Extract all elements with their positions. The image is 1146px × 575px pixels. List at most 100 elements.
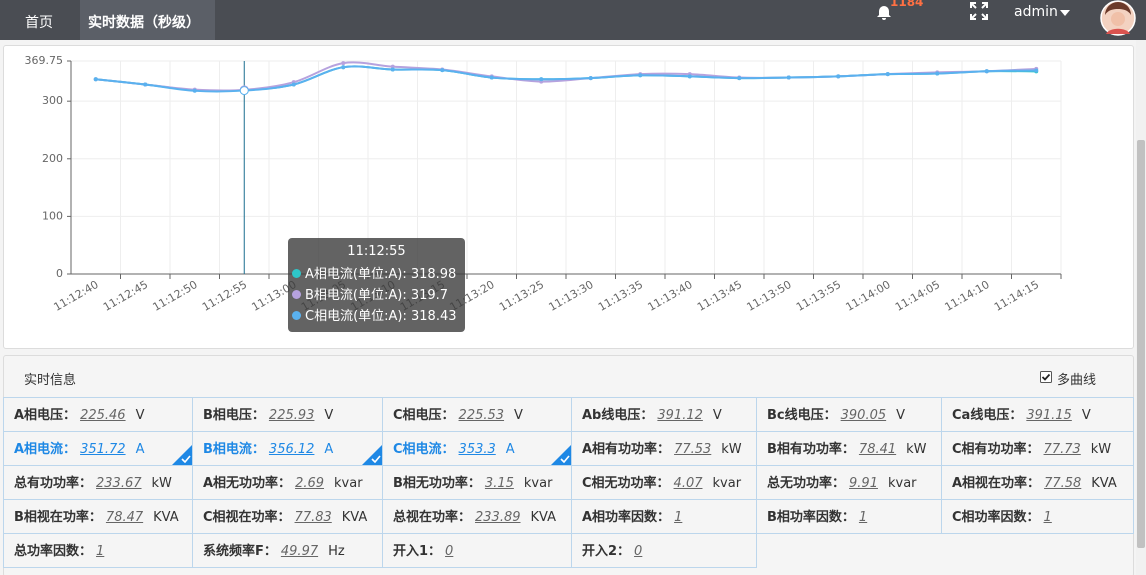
point — [192, 88, 197, 93]
info-cell[interactable]: B相电流： 356.12 A — [192, 431, 383, 466]
cell-value: 233.67 — [96, 476, 142, 491]
tooltip-value: 319.7 — [410, 288, 449, 303]
cell-unit: kvar — [712, 476, 742, 491]
info-cell[interactable]: A相电压： 225.46 V — [3, 397, 193, 432]
corner-check — [560, 455, 570, 463]
tooltip-row: A相电流(单位:A)318.98 — [292, 264, 461, 285]
point — [836, 74, 841, 79]
y-tick-label: 369.75 — [25, 54, 64, 67]
info-cell[interactable]: B相功率因数： 1 — [756, 499, 942, 534]
info-cell[interactable]: 总视在功率： 233.89 KVA — [382, 499, 572, 534]
point — [638, 73, 643, 78]
x-tick-label: 11:13:50 — [744, 278, 793, 314]
cell-value: 356.12 — [268, 442, 315, 457]
cell-value: 4.07 — [673, 476, 703, 491]
corner-check — [181, 455, 191, 463]
chart-panel — [3, 45, 1134, 349]
cell-value: 1 — [96, 544, 105, 559]
x-tick-label: 11:13:55 — [794, 278, 843, 314]
x-tick-label: 11:14:05 — [893, 278, 942, 314]
point — [93, 77, 98, 82]
cell-value: 225.53 — [458, 408, 505, 423]
nav-home[interactable]: 首页 — [25, 15, 53, 31]
x-tick-label: 11:14:10 — [942, 278, 991, 314]
cell-label: B相无功功率： — [393, 476, 481, 491]
cell-unit: kW — [151, 476, 172, 491]
panel-title: 实时信息 — [24, 373, 77, 388]
info-cell[interactable]: B相电压： 225.93 V — [192, 397, 383, 432]
y-tick-label: 100 — [42, 209, 63, 222]
fullscreen-icon[interactable] — [970, 2, 988, 20]
cell-value: 77.73 — [1043, 442, 1081, 457]
cell-label: B相视在功率： — [14, 510, 102, 525]
x-tick-label: 11:12:45 — [101, 278, 150, 314]
point — [588, 76, 593, 81]
y-tick-label: 200 — [42, 152, 63, 165]
cell-label: C相视在功率： — [203, 510, 291, 525]
tooltip: 11:12:55 A相电流(单位:A)318.98B相电流(单位:A)319.7… — [288, 238, 465, 332]
x-tick-label: 11:14:00 — [843, 278, 892, 314]
info-cell[interactable]: A相无功功率： 2.69 kvar — [192, 465, 383, 500]
info-cell[interactable]: 总功率因数： 1 — [3, 533, 193, 568]
info-cell[interactable]: 总无功功率： 9.91 kvar — [756, 465, 942, 500]
point — [291, 82, 296, 87]
info-cell[interactable]: A相功率因数： 1 — [571, 499, 757, 534]
cell-unit: A — [135, 442, 145, 457]
scroll-thumb[interactable] — [1137, 140, 1145, 548]
point — [687, 74, 692, 79]
scrollbar[interactable] — [1136, 40, 1146, 575]
cell-label: A相功率因数： — [582, 510, 671, 525]
check-mark — [1041, 373, 1051, 381]
info-cell[interactable]: C相视在功率： 77.83 KVA — [192, 499, 383, 534]
x-tick-label: 11:13:45 — [695, 278, 744, 314]
cell-value: 0 — [634, 544, 643, 559]
cell-value: 351.72 — [80, 442, 126, 457]
info-cell[interactable]: A相有功功率： 77.53 kW — [571, 431, 757, 466]
nav-realtime[interactable]: 实时数据（秒级） — [88, 15, 200, 31]
checkbox-label[interactable]: 多曲线 — [1057, 373, 1097, 388]
checkbox[interactable] — [1040, 371, 1052, 383]
info-cell[interactable]: 系统频率F： 49.97 Hz — [192, 533, 383, 568]
caret[interactable] — [1060, 10, 1070, 16]
info-cell[interactable]: 总有功功率： 233.67 kW — [3, 465, 193, 500]
avatar[interactable] — [1100, 0, 1136, 36]
info-cell[interactable]: B相无功功率： 3.15 kvar — [382, 465, 572, 500]
info-cell[interactable]: B相有功功率： 78.41 kW — [756, 431, 942, 466]
cell-unit: V — [1081, 408, 1091, 423]
point — [390, 67, 395, 72]
info-cell[interactable]: B相视在功率： 78.47 KVA — [3, 499, 193, 534]
info-cell[interactable]: C相电压： 225.53 V — [382, 397, 572, 432]
cell-label: B相功率因数： — [767, 510, 855, 525]
bell-icon[interactable] — [876, 5, 892, 21]
info-cell[interactable]: Bc线电压： 390.05 V — [756, 397, 942, 432]
cell-value: 1 — [1043, 510, 1052, 525]
cell-label: 开入2： — [582, 544, 631, 559]
cell-value: 49.97 — [280, 544, 319, 559]
tooltip-title: 11:12:55 — [347, 244, 406, 259]
tooltip-value: 318.98 — [410, 267, 457, 282]
point — [143, 82, 148, 87]
cell-label: C相电流： — [393, 442, 455, 457]
cell-value: 78.41 — [858, 442, 897, 457]
notification-count[interactable]: 1184 — [890, 0, 924, 9]
info-cell[interactable]: 开入1： 0 — [382, 533, 572, 568]
cell-label: C相无功功率： — [582, 476, 670, 491]
info-cell[interactable]: C相功率因数： 1 — [941, 499, 1134, 534]
info-cell[interactable]: Ab线电压： 391.12 V — [571, 397, 757, 432]
cell-unit: V — [324, 408, 334, 423]
user-name[interactable]: admin — [1014, 4, 1058, 20]
info-cell[interactable]: Ca线电压： 391.15 V — [941, 397, 1134, 432]
info-cell[interactable]: C相无功功率： 4.07 kvar — [571, 465, 757, 500]
cell-unit: kvar — [523, 476, 553, 491]
info-cell[interactable]: C相有功功率： 77.73 kW — [941, 431, 1134, 466]
info-cell[interactable]: A相视在功率： 77.58 KVA — [941, 465, 1134, 500]
cell-unit: V — [135, 408, 145, 423]
info-cell[interactable]: A相电流： 351.72 A — [3, 431, 193, 466]
cell-label: 总有功功率： — [14, 476, 93, 491]
tooltip-dot — [292, 290, 301, 299]
info-table: A相电压： 225.46 V B相电压： 225.93 V C相电压： 225.53 V Ab线电… — [3, 397, 1134, 568]
cell-label: 总功率因数： — [14, 544, 93, 559]
info-cell[interactable]: 开入2： 0 — [571, 533, 757, 568]
tooltip-row: B相电流(单位:A)319.7 — [292, 285, 461, 306]
info-cell[interactable]: C相电流： 353.3 A — [382, 431, 572, 466]
